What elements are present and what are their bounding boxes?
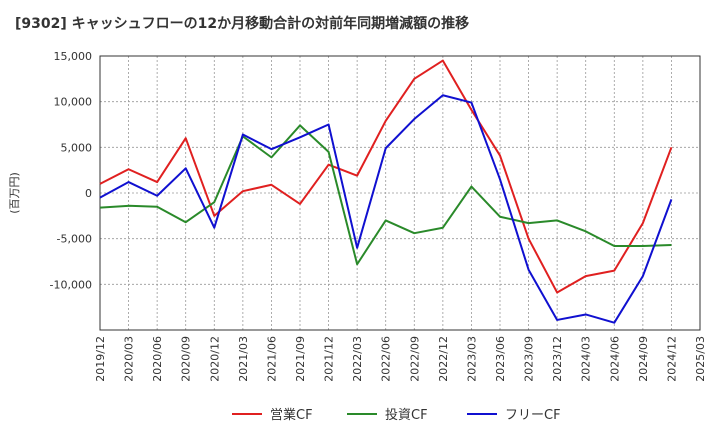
x-tick-label: 2024/12: [665, 336, 678, 382]
x-tick-label: 2022/03: [351, 336, 364, 382]
x-tick-label: 2023/06: [494, 336, 507, 382]
x-tick-label: 2023/09: [523, 336, 536, 382]
legend-label: 投資CF: [385, 407, 428, 423]
x-tick-label: 2022/12: [437, 336, 450, 382]
x-tick-label: 2024/09: [637, 336, 650, 382]
x-tick-label: 2024/06: [608, 336, 621, 382]
x-tick-label: 2020/09: [180, 336, 193, 382]
x-tick-label: 2022/06: [380, 336, 393, 382]
plot-area: [99, 55, 701, 331]
x-tick-label: 2020/12: [208, 336, 221, 382]
series-line: [99, 124, 672, 266]
x-tick-label: 2021/03: [237, 336, 250, 382]
x-tick-label: 2023/03: [465, 336, 478, 382]
x-axis: 2019/12 2020/03 2020/06 2020/09 2020/12 2021/…: [94, 336, 707, 382]
x-tick-label: 2019/12: [94, 336, 107, 382]
y-axis-label: (百万円): [8, 172, 21, 214]
x-tick-label: 2023/12: [551, 336, 564, 382]
legend-label: 営業CF: [270, 407, 313, 423]
series-line: [99, 94, 673, 324]
series-lines: [99, 59, 673, 324]
y-tick-label: 10,000: [54, 96, 93, 109]
x-tick-label: 2025/03: [694, 336, 707, 382]
y-tick-label: 0: [85, 187, 92, 200]
y-tick-label: 5,000: [61, 141, 93, 154]
chart-title: [9302] キャッシュフローの12か月移動合計の対前年同期増減額の推移: [15, 15, 469, 32]
y-tick-label: -10,000: [50, 278, 92, 291]
x-tick-label: 2024/03: [580, 336, 593, 382]
x-tick-label: 2021/06: [265, 336, 278, 382]
y-axis: 15,000 10,000 5,000 0 -5,000 -10,000: [50, 50, 92, 291]
series-line: [99, 59, 673, 294]
y-tick-label: -5,000: [57, 233, 92, 246]
x-tick-label: 2020/06: [151, 336, 164, 382]
x-tick-label: 2022/09: [408, 336, 421, 382]
x-tick-label: 2021/12: [323, 336, 336, 382]
x-tick-label: 2021/09: [294, 336, 307, 382]
x-tick-label: 2020/03: [123, 336, 136, 382]
y-tick-label: 15,000: [54, 50, 93, 63]
grid: [100, 56, 700, 330]
legend: 営業CF 投資CF フリーCF: [232, 407, 561, 423]
legend-label: フリーCF: [505, 408, 561, 423]
